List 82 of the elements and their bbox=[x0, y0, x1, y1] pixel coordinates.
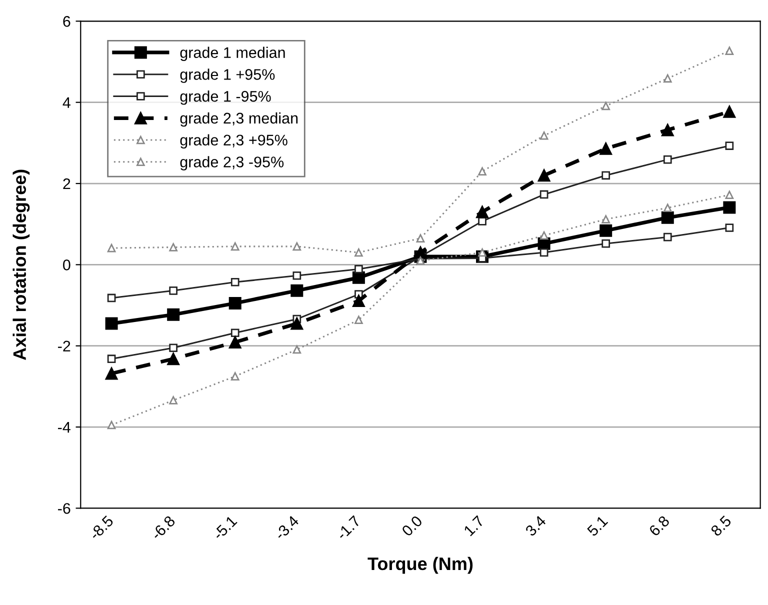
point bbox=[107, 420, 116, 430]
legend-label: grade 1 median bbox=[180, 46, 285, 62]
y-tick-label: 4 bbox=[62, 97, 70, 108]
point bbox=[228, 296, 242, 310]
point bbox=[167, 308, 180, 321]
point bbox=[540, 248, 548, 257]
point bbox=[292, 242, 302, 251]
point bbox=[292, 271, 302, 280]
point bbox=[169, 396, 178, 404]
point bbox=[602, 215, 610, 224]
point bbox=[725, 190, 734, 200]
x-axis-title: Torque (Nm) bbox=[368, 556, 473, 574]
point bbox=[230, 328, 240, 338]
point bbox=[354, 316, 363, 324]
point bbox=[105, 317, 118, 330]
y-axis-title: Axial rotation (degree) bbox=[12, 170, 30, 360]
x-tick-label: 6.8 bbox=[648, 515, 670, 537]
x-tick-label: 0.0 bbox=[401, 514, 423, 537]
point bbox=[663, 204, 672, 212]
point bbox=[723, 105, 736, 118]
point bbox=[230, 278, 240, 286]
point bbox=[725, 142, 734, 150]
point bbox=[416, 234, 425, 242]
point bbox=[230, 242, 240, 251]
point bbox=[478, 217, 486, 226]
point bbox=[352, 271, 365, 284]
point bbox=[602, 239, 610, 248]
point bbox=[290, 317, 304, 330]
point bbox=[661, 124, 674, 136]
point bbox=[600, 142, 612, 155]
x-tick-label: -1.7 bbox=[336, 515, 361, 540]
x-tick-label: -6.8 bbox=[150, 515, 176, 540]
point bbox=[292, 345, 302, 354]
point bbox=[723, 201, 736, 214]
point bbox=[540, 231, 548, 240]
point bbox=[354, 264, 363, 274]
point bbox=[663, 74, 672, 83]
point bbox=[228, 336, 242, 348]
point bbox=[663, 155, 672, 164]
point bbox=[169, 344, 178, 352]
y-tick-label: -6 bbox=[58, 503, 70, 514]
point bbox=[538, 169, 550, 182]
point bbox=[352, 294, 365, 308]
x-tick-label: 8.5 bbox=[710, 515, 732, 537]
point bbox=[602, 171, 610, 180]
x-tick-label: -5.1 bbox=[212, 515, 238, 540]
x-tick-label: 3.4 bbox=[524, 514, 547, 537]
point bbox=[230, 372, 240, 380]
point bbox=[600, 224, 612, 237]
legend-label: grade 1 -95% bbox=[180, 90, 271, 105]
legend-label: grade 2,3 +95% bbox=[180, 134, 288, 149]
y-tick-label: -2 bbox=[58, 340, 70, 352]
y-tick-label: 2 bbox=[63, 178, 70, 190]
legend-label: grade 1 +95% bbox=[180, 68, 275, 83]
point bbox=[107, 294, 116, 302]
y-tick-label: 0 bbox=[63, 260, 70, 270]
point bbox=[107, 354, 116, 364]
legend-label: grade 2,3 median bbox=[180, 112, 298, 127]
y-tick-label: 6 bbox=[63, 16, 70, 27]
point bbox=[105, 367, 118, 380]
x-tick-label: 1.7 bbox=[463, 515, 485, 536]
point bbox=[290, 284, 304, 297]
point bbox=[602, 102, 610, 110]
point bbox=[725, 46, 734, 55]
x-tick-label: 5.1 bbox=[586, 515, 608, 537]
x-tick-label: -8.5 bbox=[88, 515, 114, 540]
legend-label: grade 2,3 -95% bbox=[180, 156, 284, 170]
point bbox=[663, 232, 672, 242]
point bbox=[661, 211, 674, 224]
point bbox=[478, 167, 486, 176]
point bbox=[540, 131, 548, 140]
point bbox=[169, 286, 178, 295]
x-tick-label: -3.4 bbox=[274, 514, 300, 540]
point bbox=[725, 224, 734, 232]
point bbox=[354, 248, 363, 257]
point bbox=[476, 206, 489, 218]
point bbox=[107, 244, 116, 252]
point bbox=[414, 246, 427, 259]
y-tick-label: -4 bbox=[58, 422, 70, 433]
point bbox=[540, 190, 548, 199]
point bbox=[167, 352, 180, 366]
point bbox=[169, 243, 178, 252]
